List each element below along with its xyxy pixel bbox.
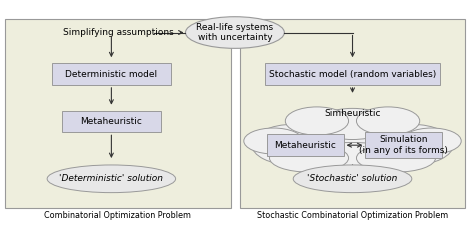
FancyBboxPatch shape	[52, 63, 171, 85]
Ellipse shape	[270, 144, 348, 172]
Text: Deterministic model: Deterministic model	[65, 70, 157, 79]
Text: Stochastic Combinatorial Optimization Problem: Stochastic Combinatorial Optimization Pr…	[257, 211, 448, 220]
FancyBboxPatch shape	[264, 63, 440, 85]
FancyBboxPatch shape	[365, 132, 442, 158]
Ellipse shape	[356, 144, 436, 172]
Ellipse shape	[315, 108, 390, 140]
Ellipse shape	[288, 117, 417, 165]
FancyBboxPatch shape	[62, 111, 161, 132]
Text: Combinatorial Optimization Problem: Combinatorial Optimization Problem	[44, 211, 191, 220]
FancyBboxPatch shape	[266, 134, 344, 156]
Ellipse shape	[252, 124, 335, 165]
Text: Metaheuristic: Metaheuristic	[274, 141, 336, 150]
Ellipse shape	[298, 142, 407, 174]
Text: Stochastic model (random variables): Stochastic model (random variables)	[269, 70, 436, 79]
Ellipse shape	[293, 165, 412, 193]
Ellipse shape	[244, 128, 303, 154]
Text: Simplifying assumptions: Simplifying assumptions	[63, 28, 173, 37]
Text: 'Stochastic' solution: 'Stochastic' solution	[307, 174, 398, 183]
Ellipse shape	[402, 128, 461, 154]
FancyBboxPatch shape	[5, 19, 231, 208]
Ellipse shape	[185, 17, 284, 48]
Text: Real-life systems
with uncertainty: Real-life systems with uncertainty	[196, 23, 273, 42]
Ellipse shape	[285, 107, 348, 135]
Text: Metaheuristic: Metaheuristic	[81, 117, 142, 126]
Text: Simulation
(in any of its forms): Simulation (in any of its forms)	[359, 136, 448, 155]
FancyBboxPatch shape	[240, 19, 465, 208]
Ellipse shape	[370, 124, 453, 165]
Text: Simheuristic: Simheuristic	[324, 109, 381, 118]
Text: 'Deterministic' solution: 'Deterministic' solution	[59, 174, 164, 183]
Ellipse shape	[47, 165, 175, 193]
Ellipse shape	[356, 107, 419, 135]
